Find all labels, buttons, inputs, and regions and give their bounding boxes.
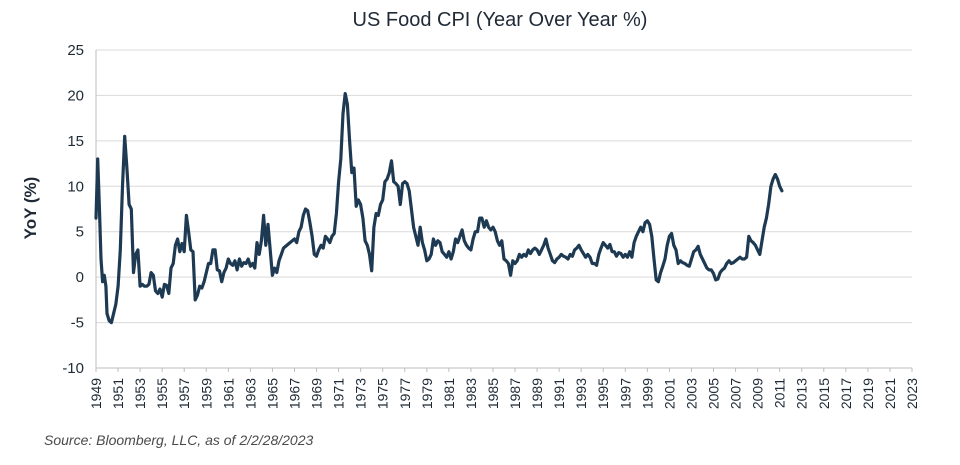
y-tick-label: 20 xyxy=(67,87,84,104)
x-tick-label: 1999 xyxy=(639,378,655,409)
x-tick-label: 1949 xyxy=(88,378,104,409)
y-tick-label: 25 xyxy=(67,42,84,59)
x-tick-label: 2005 xyxy=(706,378,722,409)
x-tick-label: 2007 xyxy=(728,378,744,409)
y-tick-label: -10 xyxy=(62,360,84,377)
source-note: Source: Bloomberg, LLC, as of 2/2/28/202… xyxy=(44,432,313,448)
x-tick-label: 1987 xyxy=(507,378,523,409)
x-tick-label: 2011 xyxy=(772,378,788,408)
y-tick-label: 5 xyxy=(76,224,84,241)
x-tick-label: 2013 xyxy=(794,378,810,409)
x-tick-label: 2015 xyxy=(816,378,832,409)
x-tick-label: 1985 xyxy=(485,378,501,409)
y-tick-labels: -10 -5 0 5 10 15 20 25 xyxy=(62,42,84,377)
x-tick-label: 1995 xyxy=(595,378,611,409)
chart-title: US Food CPI (Year Over Year %) xyxy=(353,9,648,31)
x-tick-label: 1967 xyxy=(286,378,302,409)
x-tick-label: 1963 xyxy=(242,378,258,409)
series-layer xyxy=(94,92,784,325)
gridlines xyxy=(96,49,912,369)
x-tick-label: 1991 xyxy=(551,378,567,409)
x-tick-label: 2003 xyxy=(683,378,699,409)
x-tick-label: 2001 xyxy=(661,378,677,409)
x-tick-label: 1951 xyxy=(110,378,126,409)
x-tick-label: 1983 xyxy=(463,378,479,409)
x-tick-label: 1981 xyxy=(441,378,457,409)
x-tick-label: 1953 xyxy=(132,378,148,409)
y-tick-label: -5 xyxy=(71,315,84,332)
y-tick-label: 10 xyxy=(67,178,84,195)
x-tick-label: 1959 xyxy=(198,378,214,409)
x-tick-label: 1961 xyxy=(220,378,236,409)
series-line xyxy=(94,92,784,325)
x-tick-label: 1969 xyxy=(309,378,325,409)
x-tick-label: 1965 xyxy=(264,378,280,409)
x-tick-label: 1971 xyxy=(331,378,347,409)
x-tick-label: 1979 xyxy=(419,378,435,409)
x-tick-label: 1989 xyxy=(529,378,545,409)
y-axis-label: YoY (%) xyxy=(21,177,40,240)
x-tick-label: 2023 xyxy=(904,378,920,409)
x-tick-label: 1997 xyxy=(617,378,633,409)
x-tick-label: 2021 xyxy=(882,378,898,409)
x-tick-label: 1975 xyxy=(375,378,391,409)
x-tick-label: 1957 xyxy=(176,378,192,409)
x-tick-label: 2017 xyxy=(838,378,854,409)
y-tick-label: 15 xyxy=(67,133,84,150)
x-tick-label: 1993 xyxy=(573,378,589,409)
x-tick-label: 2019 xyxy=(860,378,876,409)
x-tick-label: 1977 xyxy=(397,378,413,409)
x-tick-label: 2009 xyxy=(750,378,766,409)
x-tick-label: 1955 xyxy=(154,378,170,409)
y-tick-label: 0 xyxy=(76,269,84,286)
x-tick-label: 1973 xyxy=(353,378,369,409)
x-tick-labels: 1949 1951 1953 1955 1957 1959 1961 1963 1965 1967… xyxy=(88,368,920,409)
